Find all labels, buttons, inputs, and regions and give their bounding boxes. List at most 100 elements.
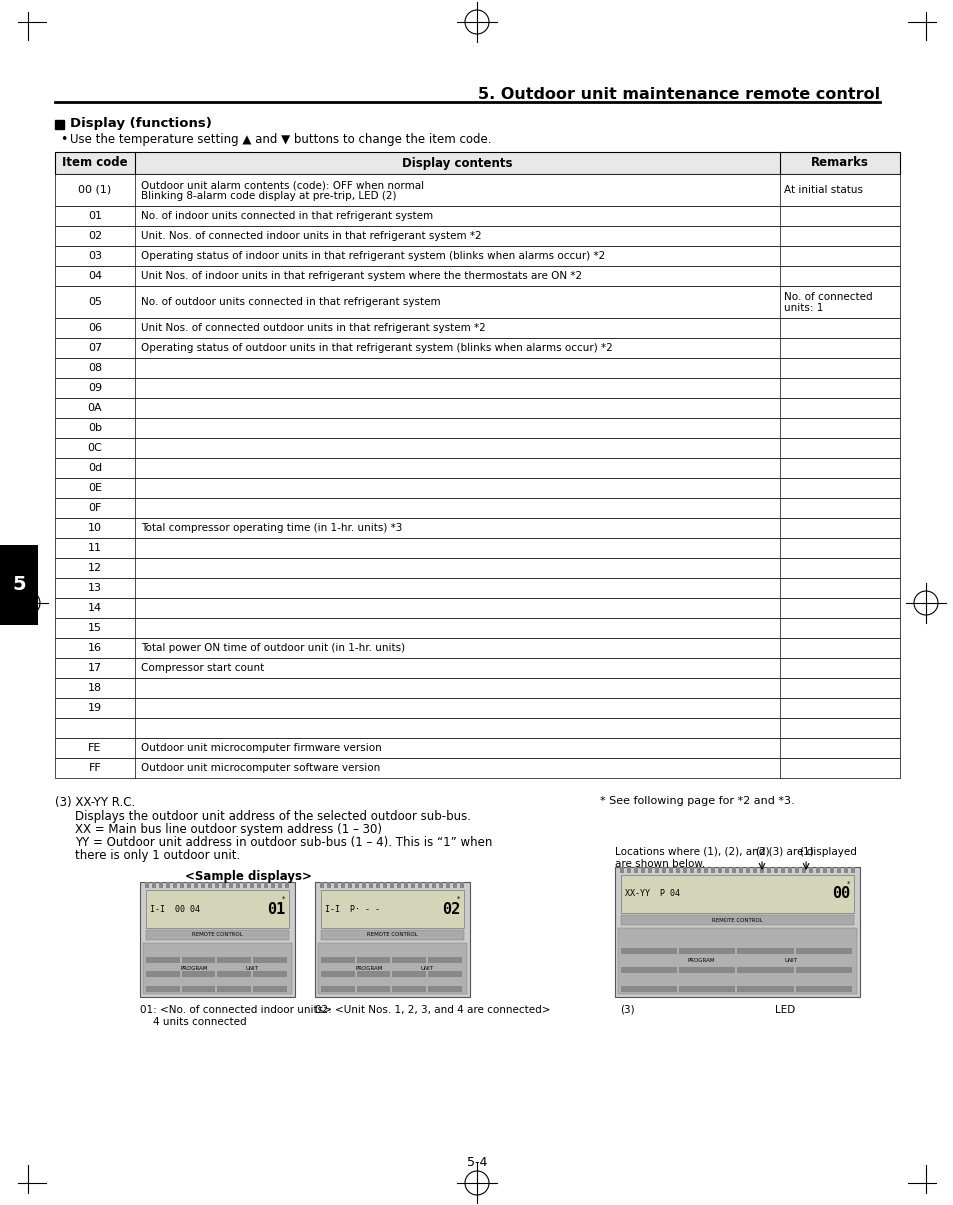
Bar xyxy=(55,337,899,358)
Text: Item code: Item code xyxy=(62,157,128,170)
Bar xyxy=(843,868,847,872)
Bar xyxy=(253,971,287,977)
Text: 5. Outdoor unit maintenance remote control: 5. Outdoor unit maintenance remote contr… xyxy=(477,87,879,102)
Bar xyxy=(679,986,735,992)
Bar xyxy=(320,930,463,940)
Text: Display (functions): Display (functions) xyxy=(70,117,212,130)
Bar xyxy=(829,868,833,872)
Text: Blinking 8-alarm code display at pre-trip, LED (2): Blinking 8-alarm code display at pre-tri… xyxy=(141,192,396,201)
Bar xyxy=(795,948,851,954)
Bar xyxy=(459,882,463,888)
Text: 06: 06 xyxy=(88,323,102,333)
Text: 08: 08 xyxy=(88,363,102,374)
Text: Outdoor unit alarm contents (code): OFF when normal: Outdoor unit alarm contents (code): OFF … xyxy=(141,181,424,190)
Bar xyxy=(208,882,212,888)
Bar xyxy=(146,930,289,940)
Text: XX-YY  P 04: XX-YY P 04 xyxy=(624,889,679,899)
Bar xyxy=(146,957,179,963)
Bar xyxy=(250,882,253,888)
Bar xyxy=(55,558,899,578)
Text: No. of indoor units connected in that refrigerant system: No. of indoor units connected in that re… xyxy=(141,211,433,221)
Text: <Sample displays>: <Sample displays> xyxy=(185,870,312,883)
Bar xyxy=(356,957,390,963)
Bar xyxy=(356,986,390,992)
Bar xyxy=(718,868,721,872)
Bar xyxy=(55,120,64,129)
Bar xyxy=(55,286,899,318)
Bar xyxy=(356,971,390,977)
Bar xyxy=(187,882,191,888)
Text: 0F: 0F xyxy=(89,502,102,513)
Bar xyxy=(180,882,184,888)
Bar xyxy=(794,868,799,872)
Text: 18: 18 xyxy=(88,683,102,693)
Text: PROGRAM: PROGRAM xyxy=(686,958,714,963)
Bar xyxy=(182,957,215,963)
Text: Locations where (1), (2), and (3) are displayed
are shown below.: Locations where (1), (2), and (3) are di… xyxy=(615,847,856,869)
Bar xyxy=(55,458,899,478)
Text: Operating status of outdoor units in that refrigerant system (blinks when alarms: Operating status of outdoor units in tha… xyxy=(141,343,612,353)
Bar xyxy=(795,986,851,992)
Text: Total power ON time of outdoor unit (in 1-hr. units): Total power ON time of outdoor unit (in … xyxy=(141,643,405,653)
Bar xyxy=(55,718,899,737)
Bar xyxy=(403,882,408,888)
Bar xyxy=(271,882,274,888)
Bar xyxy=(411,882,415,888)
Text: 15: 15 xyxy=(88,623,102,633)
Text: 11: 11 xyxy=(88,543,102,553)
Bar xyxy=(392,971,426,977)
Text: Total compressor operating time (in 1-hr. units) *3: Total compressor operating time (in 1-hr… xyxy=(141,523,402,533)
Bar xyxy=(55,478,899,498)
Bar xyxy=(159,882,163,888)
Text: *: * xyxy=(281,897,285,903)
Bar xyxy=(618,928,856,994)
Bar xyxy=(320,957,355,963)
Text: Remarks: Remarks xyxy=(810,157,868,170)
Bar xyxy=(55,598,899,618)
Text: FE: FE xyxy=(89,743,102,753)
Bar xyxy=(661,868,665,872)
Bar xyxy=(340,882,345,888)
Text: Outdoor unit microcomputer firmware version: Outdoor unit microcomputer firmware vers… xyxy=(141,743,381,753)
Text: Unit Nos. of indoor units in that refrigerant system where the thermostats are O: Unit Nos. of indoor units in that refrig… xyxy=(141,271,581,281)
Bar xyxy=(55,437,899,458)
Text: (3) XX-YY R.C.: (3) XX-YY R.C. xyxy=(55,797,135,809)
Bar xyxy=(676,868,679,872)
Text: Unit. Nos. of connected indoor units in that refrigerant system *2: Unit. Nos. of connected indoor units in … xyxy=(141,231,481,241)
Bar xyxy=(314,882,470,997)
Text: XX = Main bus line outdoor system address (1 – 30): XX = Main bus line outdoor system addres… xyxy=(75,823,381,836)
Bar xyxy=(760,868,763,872)
Bar xyxy=(703,868,707,872)
Bar xyxy=(217,986,251,992)
Text: I-I  P· - -: I-I P· - - xyxy=(325,905,379,913)
Bar xyxy=(737,948,793,954)
Bar xyxy=(55,737,899,758)
Text: FF: FF xyxy=(89,763,101,772)
Bar xyxy=(55,758,899,778)
Bar xyxy=(0,545,38,625)
Bar xyxy=(428,957,461,963)
Bar xyxy=(55,246,899,266)
Bar xyxy=(152,882,156,888)
Bar xyxy=(620,948,677,954)
Bar xyxy=(679,968,735,974)
Bar xyxy=(55,378,899,398)
Text: 05: 05 xyxy=(88,296,102,307)
Bar xyxy=(668,868,672,872)
Text: At initial status: At initial status xyxy=(783,186,862,195)
Bar xyxy=(327,882,331,888)
Bar xyxy=(201,882,205,888)
Bar xyxy=(243,882,247,888)
Text: 10: 10 xyxy=(88,523,102,533)
Bar xyxy=(355,882,358,888)
Text: Use the temperature setting ▲ and ▼ buttons to change the item code.: Use the temperature setting ▲ and ▼ butt… xyxy=(70,133,491,146)
Text: 01: 01 xyxy=(88,211,102,221)
Bar xyxy=(375,882,379,888)
Text: UNIT: UNIT xyxy=(784,958,797,963)
Bar xyxy=(822,868,826,872)
Bar xyxy=(724,868,728,872)
Text: Operating status of indoor units in that refrigerant system (blinks when alarms : Operating status of indoor units in that… xyxy=(141,251,604,261)
Bar xyxy=(361,882,366,888)
Text: * See following page for *2 and *3.: * See following page for *2 and *3. xyxy=(599,797,794,806)
Bar xyxy=(146,890,289,928)
